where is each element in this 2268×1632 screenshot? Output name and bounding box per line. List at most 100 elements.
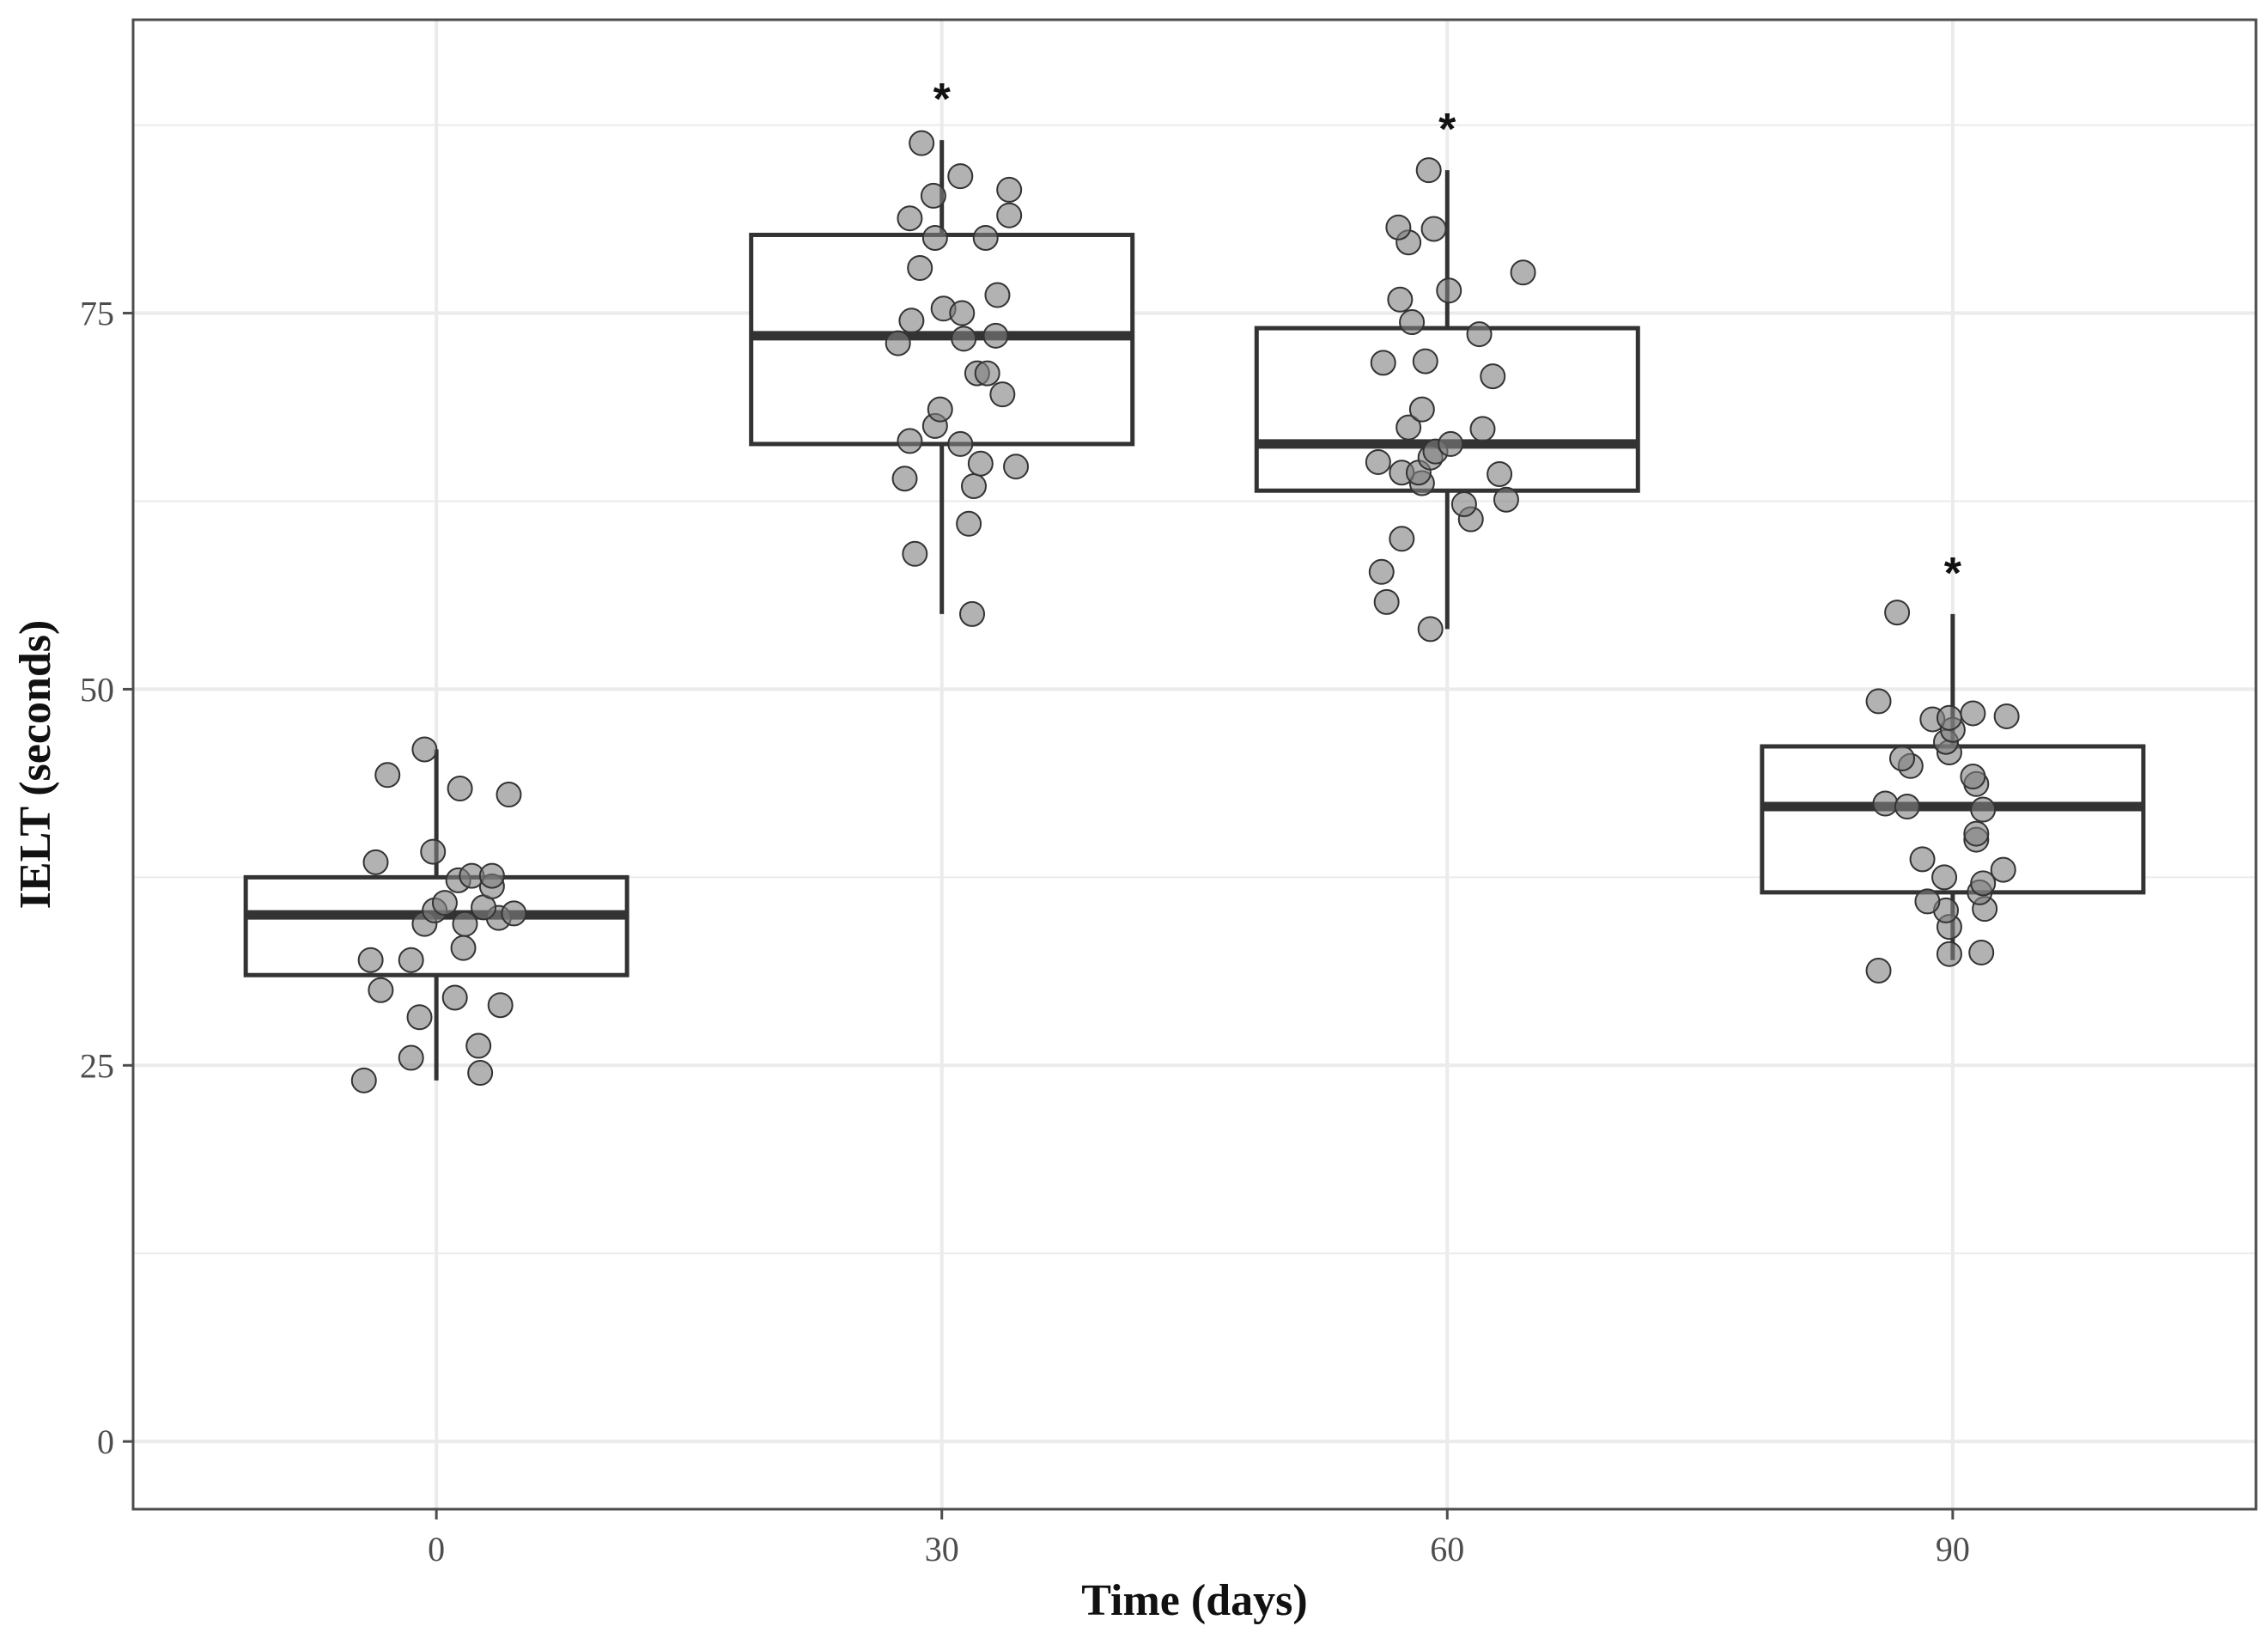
data-point: [1993, 703, 2020, 729]
data-point: [989, 381, 1016, 408]
data-point: [420, 838, 447, 865]
data-point: [1466, 321, 1493, 348]
data-point: [1368, 558, 1395, 585]
data-point: [1884, 600, 1911, 626]
data-point: [1415, 157, 1442, 184]
data-point: [1003, 454, 1030, 480]
y-axis-title: IELT (seconds): [11, 620, 60, 910]
data-point: [974, 360, 1000, 387]
data-point: [1493, 486, 1519, 513]
data-point: [1399, 309, 1426, 336]
data-point: [501, 900, 527, 927]
data-point: [350, 1067, 377, 1093]
data-point: [362, 849, 389, 875]
data-point: [1389, 526, 1415, 552]
data-point: [1968, 939, 1995, 965]
data-point: [960, 472, 987, 499]
data-point: [1865, 688, 1892, 715]
data-point: [487, 992, 514, 1019]
significance-markers: * * *: [933, 75, 1962, 599]
data-point: [1510, 259, 1536, 286]
data-point: [967, 450, 994, 477]
data-point: [1936, 941, 1962, 967]
data-point: [1936, 704, 1962, 731]
data-point: [1373, 588, 1400, 615]
data-point: [897, 205, 923, 232]
data-point: [907, 255, 933, 281]
data-point: [1931, 864, 1958, 891]
data-point: [984, 282, 1011, 308]
data-point: [1889, 745, 1915, 771]
data-point: [467, 1060, 494, 1087]
data-point: [357, 947, 384, 973]
data-point: [368, 977, 394, 1003]
x-tick-label: 60: [1430, 1530, 1464, 1568]
data-point: [949, 300, 976, 326]
data-point: [1960, 700, 1986, 727]
data-point: [972, 224, 999, 251]
data-point: [1963, 820, 1990, 847]
data-point: [1436, 277, 1462, 304]
data-point: [1865, 957, 1892, 983]
data-point: [996, 202, 1023, 228]
data-point: [1909, 846, 1936, 873]
data-point: [1894, 794, 1920, 820]
iqr-box: [1254, 326, 1640, 493]
data-point: [465, 1032, 492, 1059]
x-tick-label: 0: [428, 1530, 445, 1568]
grid-lines: [133, 20, 2256, 1509]
data-point: [1365, 448, 1391, 475]
data-point: [1487, 460, 1513, 487]
data-point: [1370, 350, 1396, 376]
y-tick-label: 25: [80, 1046, 114, 1085]
data-point: [1970, 796, 1997, 823]
data-point: [1408, 396, 1435, 423]
data-point: [406, 1004, 433, 1031]
data-point: [996, 176, 1023, 203]
x-tick-label: 30: [925, 1530, 959, 1568]
data-point: [885, 330, 911, 356]
data-point: [982, 322, 1009, 349]
x-tick-label: 90: [1936, 1530, 1970, 1568]
data-point: [1872, 790, 1899, 817]
data-point: [1960, 764, 1986, 790]
plot-panel-border: [131, 18, 2258, 1511]
data-point: [496, 782, 522, 808]
data-point: [450, 935, 477, 961]
data-point: [374, 762, 401, 789]
data-point: [897, 428, 923, 454]
data-point: [920, 182, 946, 209]
data-point: [927, 396, 953, 423]
data-point: [398, 1044, 424, 1071]
data-point: [1385, 214, 1412, 241]
data-point: [1480, 363, 1506, 390]
data-point: [891, 466, 918, 492]
data-point: [441, 984, 468, 1011]
axis-ticks: 0 25 50 75 0 30 60 90: [80, 295, 1970, 1568]
y-tick-label: 0: [97, 1422, 114, 1461]
data-point: [898, 308, 925, 334]
data-points: [350, 130, 2020, 1093]
data-point: [902, 540, 928, 567]
x-axis-title: Time (days): [1081, 1576, 1307, 1625]
data-point: [921, 224, 948, 251]
data-point: [956, 510, 982, 537]
data-point: [1450, 490, 1477, 517]
data-point: [1914, 888, 1941, 915]
data-point: [1417, 616, 1444, 642]
data-point: [1970, 870, 1997, 897]
data-point: [947, 430, 974, 457]
data-point: [1387, 286, 1414, 313]
significance-star: *: [1438, 105, 1456, 155]
data-point: [478, 862, 505, 889]
data-point: [447, 776, 473, 802]
data-point: [398, 947, 424, 973]
y-tick-label: 50: [80, 670, 114, 709]
data-point: [1395, 414, 1422, 441]
significance-star: *: [933, 75, 952, 125]
data-point: [1990, 856, 2016, 883]
data-point: [1469, 416, 1496, 442]
data-point: [947, 163, 974, 190]
y-tick-label: 75: [80, 295, 114, 333]
